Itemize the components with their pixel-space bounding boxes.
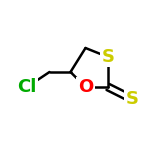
Text: O: O [78,78,93,96]
Text: S: S [102,48,114,66]
Text: Cl: Cl [17,78,37,96]
Text: S: S [126,90,138,108]
